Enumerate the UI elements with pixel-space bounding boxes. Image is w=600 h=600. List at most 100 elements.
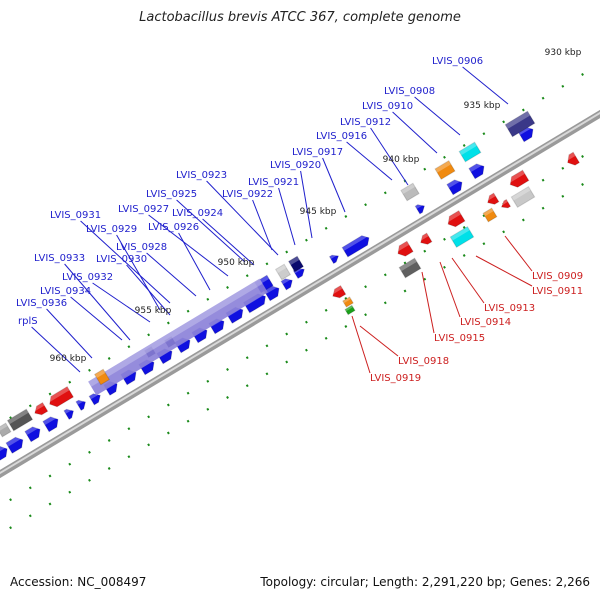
forward-label-13: LVIS_0931 bbox=[50, 210, 101, 221]
reverse-leader-0 bbox=[504, 235, 533, 272]
forward-label-14: LVIS_0929 bbox=[86, 224, 137, 235]
forward-gene-cyan bbox=[458, 141, 482, 163]
reverse-gene-grey bbox=[510, 186, 536, 208]
cds-orange bbox=[93, 368, 111, 386]
forward-leader-11 bbox=[202, 218, 255, 266]
forward-gene-17 bbox=[42, 414, 59, 433]
forward-gene-22 bbox=[414, 202, 426, 215]
forward-label-12: LVIS_0927 bbox=[118, 204, 169, 215]
forward-leader-19 bbox=[92, 282, 151, 323]
reverse-label-4: LVIS_0915 bbox=[434, 333, 485, 344]
forward-leader-0 bbox=[462, 66, 509, 105]
reverse-gene-4 bbox=[394, 240, 414, 257]
reverse-leader-3 bbox=[439, 261, 461, 318]
scale-label-6: 960 kbp bbox=[50, 354, 87, 364]
forward-leader-13 bbox=[80, 220, 171, 304]
scale-label-2: 940 kbp bbox=[383, 155, 420, 165]
forward-leader-3 bbox=[370, 127, 409, 186]
forward-label-0: LVIS_0906 bbox=[432, 56, 483, 67]
gene-features bbox=[0, 110, 581, 461]
forward-leader-7 bbox=[278, 187, 296, 246]
forward-leader-2 bbox=[392, 111, 438, 154]
forward-leader-16 bbox=[146, 252, 197, 297]
reverse-gene-cyan bbox=[449, 226, 475, 248]
forward-gene-1 bbox=[328, 252, 340, 265]
reverse-label-0: LVIS_0909 bbox=[532, 271, 583, 282]
scale-label-0: 930 kbp bbox=[545, 48, 582, 58]
reverse-gene-left-dark bbox=[6, 408, 34, 432]
forward-gene-20 bbox=[0, 443, 8, 461]
forward-label-9: LVIS_0922 bbox=[222, 189, 273, 200]
forward-gene-dark bbox=[287, 255, 305, 273]
tick-line-0 bbox=[0, 62, 600, 426]
forward-leader-14 bbox=[116, 234, 161, 311]
genome-backbone bbox=[0, 109, 600, 479]
reverse-leader-4 bbox=[421, 271, 435, 334]
reverse-leader-6 bbox=[351, 315, 371, 374]
forward-label-2: LVIS_0910 bbox=[362, 101, 413, 112]
forward-gene-light bbox=[274, 263, 292, 281]
map-title: Lactobacillus brevis ATCC 367, complete … bbox=[139, 10, 461, 25]
forward-gene-3 bbox=[280, 276, 293, 291]
forward-gene-21 bbox=[446, 177, 463, 196]
reverse-label-6: LVIS_0919 bbox=[370, 373, 421, 384]
forward-label-21: LVIS_0936 bbox=[16, 298, 67, 309]
scale-labels: 930 kbp 935 kbp 940 kbp 945 kbp 950 kbp 955 k… bbox=[50, 48, 582, 364]
forward-label-22: rplS bbox=[18, 316, 38, 327]
forward-gene-16 bbox=[63, 406, 75, 421]
forward-label-16: LVIS_0928 bbox=[116, 242, 167, 253]
forward-leader-15 bbox=[178, 232, 211, 291]
reverse-label-5: LVIS_0918 bbox=[398, 356, 449, 367]
reverse-gene-orange bbox=[482, 207, 498, 223]
forward-label-10: LVIS_0925 bbox=[146, 189, 197, 200]
forward-leader-9 bbox=[252, 199, 273, 251]
genome-summary-text: Topology: circular; Length: 2,291,220 bp… bbox=[260, 575, 590, 589]
forward-leader-5 bbox=[322, 157, 346, 213]
forward-gene-15 bbox=[75, 397, 87, 412]
scale-label-1: 935 kbp bbox=[464, 101, 501, 111]
reverse-gene-9 bbox=[32, 401, 49, 416]
forward-label-6: LVIS_0920 bbox=[270, 160, 321, 171]
scale-label-4: 950 kbp bbox=[218, 258, 255, 268]
forward-label-5: LVIS_0917 bbox=[292, 147, 343, 158]
gene-labels: LVIS_0906 LVIS_0908 LVIS_0910 LVIS_0912 LVIS… bbox=[16, 56, 583, 384]
forward-gene-19 bbox=[5, 434, 24, 454]
label-leaders bbox=[31, 66, 533, 374]
forward-label-17: LVIS_0930 bbox=[96, 254, 147, 265]
forward-gene-grey bbox=[400, 182, 420, 202]
forward-label-19: LVIS_0932 bbox=[62, 272, 113, 283]
forward-label-8: LVIS_0923 bbox=[176, 170, 227, 181]
scale-label-5: 955 kbp bbox=[135, 306, 172, 316]
forward-leader-22 bbox=[31, 326, 81, 373]
forward-leader-8 bbox=[206, 180, 279, 256]
forward-label-4: LVIS_0916 bbox=[316, 131, 367, 142]
forward-leader-1 bbox=[414, 96, 461, 136]
forward-leader-10 bbox=[176, 199, 246, 263]
reverse-gene-0 bbox=[507, 169, 530, 188]
forward-gene-18 bbox=[24, 424, 41, 443]
forward-label-20: LVIS_0934 bbox=[40, 286, 91, 297]
reverse-label-2: LVIS_0913 bbox=[484, 303, 535, 314]
reverse-gene-6 bbox=[564, 151, 581, 166]
scale-label-3: 945 kbp bbox=[300, 207, 337, 217]
forward-gene-0 bbox=[341, 233, 370, 258]
reverse-gene-3 bbox=[418, 232, 433, 245]
reverse-leader-2 bbox=[451, 257, 485, 304]
forward-leader-18 bbox=[64, 263, 131, 341]
forward-leader-21 bbox=[46, 308, 93, 359]
reverse-gene-1 bbox=[485, 192, 500, 205]
forward-gene-navy bbox=[504, 110, 536, 138]
forward-label-7: LVIS_0921 bbox=[248, 177, 299, 188]
cds-span bbox=[88, 278, 268, 396]
reverse-gene-2 bbox=[445, 210, 466, 228]
forward-gene-orange bbox=[434, 160, 456, 180]
reverse-gene-8 bbox=[46, 385, 75, 408]
forward-label-15: LVIS_0926 bbox=[148, 222, 199, 233]
forward-leader-17 bbox=[126, 264, 171, 316]
reverse-gene-small-orange bbox=[342, 296, 354, 308]
reverse-gene-7 bbox=[499, 198, 512, 209]
reverse-label-1: LVIS_0911 bbox=[532, 286, 583, 297]
reverse-gene-dark bbox=[398, 257, 422, 279]
forward-leader-4 bbox=[346, 141, 393, 181]
